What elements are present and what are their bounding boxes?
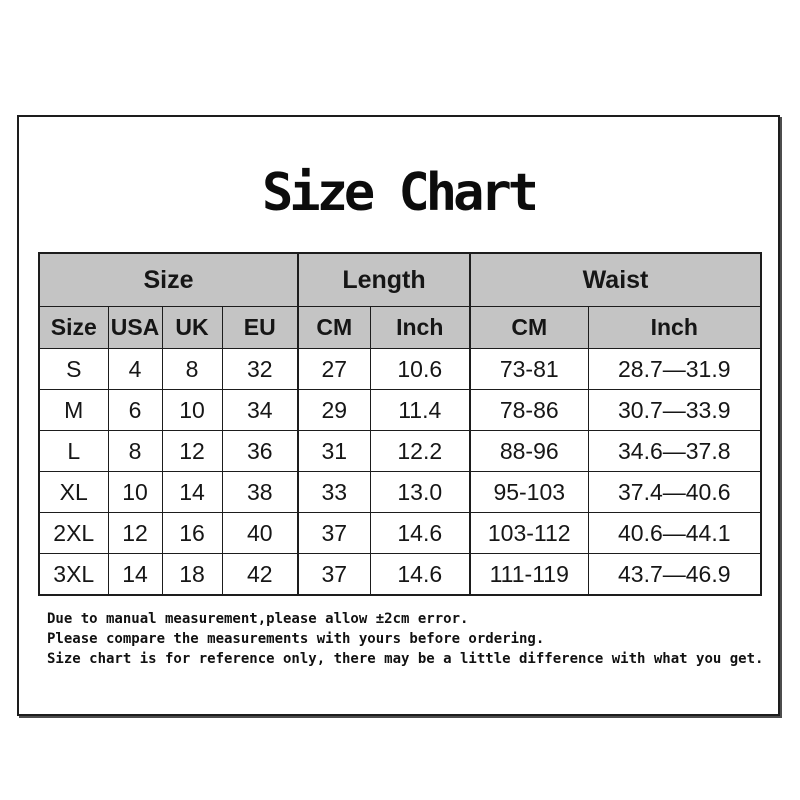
table-cell: 12.2	[369, 430, 471, 472]
table-cell: 10.6	[369, 348, 471, 390]
table-cell: 34	[221, 389, 299, 431]
table-cell: 29	[297, 389, 371, 431]
table-row-s: S 4 8 32 27 10.6 73-81 28.7—31.9	[38, 348, 762, 390]
col-header-size: Size	[38, 306, 109, 349]
table-cell: L	[38, 430, 109, 472]
table-cell: M	[38, 389, 109, 431]
size-chart-table: Size Length Waist Size USA UK EU CM Inch…	[38, 252, 762, 596]
table-cell: 14.6	[369, 553, 471, 596]
col-header-waist-cm: CM	[469, 306, 589, 349]
table-cell: 30.7—33.9	[587, 389, 762, 431]
table-cell: 43.7—46.9	[587, 553, 762, 596]
table-cell: 111-119	[469, 553, 589, 596]
table-cell: 36	[221, 430, 299, 472]
table-cell: 16	[161, 512, 223, 554]
note-line: Size chart is for reference only, there …	[47, 651, 764, 667]
table-cell: 31	[297, 430, 371, 472]
table-cell: 37	[297, 553, 371, 596]
table-row-xl: XL 10 14 38 33 13.0 95-103 37.4—40.6	[38, 471, 762, 513]
page-title: Size Chart	[261, 163, 539, 223]
table-cell: 11.4	[369, 389, 471, 431]
table-cell: 8	[107, 430, 163, 472]
table-cell: S	[38, 348, 109, 390]
table-cell: XL	[38, 471, 109, 513]
table-cell: 95-103	[469, 471, 589, 513]
group-header-size: Size	[38, 252, 299, 307]
table-cell: 37	[297, 512, 371, 554]
col-header-length-cm: CM	[297, 306, 371, 349]
table-cell: 3XL	[38, 553, 109, 596]
table-cell: 33	[297, 471, 371, 513]
col-header-uk: UK	[161, 306, 223, 349]
table-cell: 40	[221, 512, 299, 554]
note-line: Please compare the measurements with you…	[47, 631, 545, 647]
table-row-2xl: 2XL 12 16 40 37 14.6 103-112 40.6—44.1	[38, 512, 762, 554]
table-cell: 103-112	[469, 512, 589, 554]
table-cell: 38	[221, 471, 299, 513]
table-row-3xl: 3XL 14 18 42 37 14.6 111-119 43.7—46.9	[38, 553, 762, 596]
measurement-notes: Due to manual measurement,please allow ±…	[47, 609, 763, 669]
table-cell: 14	[107, 553, 163, 596]
table-cell: 10	[161, 389, 223, 431]
table-cell: 88-96	[469, 430, 589, 472]
note-line: Due to manual measurement,please allow ±…	[47, 611, 469, 627]
table-cell: 8	[161, 348, 223, 390]
table-cell: 34.6—37.8	[587, 430, 762, 472]
col-header-usa: USA	[107, 306, 163, 349]
group-header-length: Length	[297, 252, 471, 307]
table-cell: 37.4—40.6	[587, 471, 762, 513]
table-column-header-row: Size USA UK EU CM Inch CM Inch	[38, 306, 762, 349]
table-row-m: M 6 10 34 29 11.4 78-86 30.7—33.9	[38, 389, 762, 431]
group-header-waist: Waist	[469, 252, 762, 307]
table-cell: 4	[107, 348, 163, 390]
table-cell: 12	[107, 512, 163, 554]
table-cell: 12	[161, 430, 223, 472]
content-border-box: Size Chart Size Length Waist Size USA UK…	[17, 115, 780, 716]
table-cell: 28.7—31.9	[587, 348, 762, 390]
col-header-eu: EU	[221, 306, 299, 349]
table-cell: 14.6	[369, 512, 471, 554]
table-cell: 10	[107, 471, 163, 513]
table-cell: 78-86	[469, 389, 589, 431]
col-header-length-inch: Inch	[369, 306, 471, 349]
table-group-header-row: Size Length Waist	[38, 252, 762, 307]
table-cell: 14	[161, 471, 223, 513]
table-cell: 73-81	[469, 348, 589, 390]
table-cell: 2XL	[38, 512, 109, 554]
table-row-l: L 8 12 36 31 12.2 88-96 34.6—37.8	[38, 430, 762, 472]
table-cell: 13.0	[369, 471, 471, 513]
table-cell: 27	[297, 348, 371, 390]
table-cell: 6	[107, 389, 163, 431]
table-cell: 40.6—44.1	[587, 512, 762, 554]
table-cell: 18	[161, 553, 223, 596]
table-cell: 42	[221, 553, 299, 596]
col-header-waist-inch: Inch	[587, 306, 762, 349]
table-cell: 32	[221, 348, 299, 390]
